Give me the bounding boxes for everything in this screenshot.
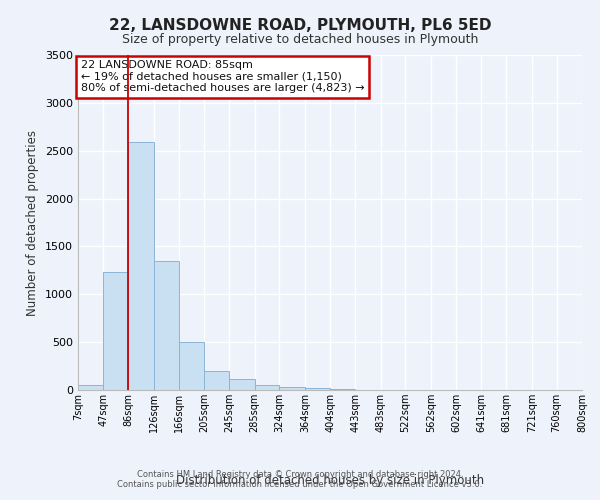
Y-axis label: Number of detached properties: Number of detached properties (26, 130, 40, 316)
Bar (78, 385, 103, 390)
Text: 22 LANSDOWNE ROAD: 85sqm
← 19% of detached houses are smaller (1,150)
80% of sem: 22 LANSDOWNE ROAD: 85sqm ← 19% of detach… (80, 60, 364, 93)
Text: 22, LANSDOWNE ROAD, PLYMOUTH, PL6 5ED: 22, LANSDOWNE ROAD, PLYMOUTH, PL6 5ED (109, 18, 491, 32)
Bar (331, 389, 355, 390)
Bar (103, 272, 128, 390)
Bar (204, 371, 229, 390)
Bar (154, 261, 179, 390)
X-axis label: Distribution of detached houses by size in Plymouth: Distribution of detached houses by size … (176, 474, 484, 487)
Text: Contains HM Land Registry data © Crown copyright and database right 2024.
Contai: Contains HM Land Registry data © Crown c… (118, 470, 482, 489)
Text: Size of property relative to detached houses in Plymouth: Size of property relative to detached ho… (122, 32, 478, 46)
Bar (254, 385, 280, 390)
Bar (179, 342, 204, 390)
Bar (128, 142, 154, 390)
Bar (229, 380, 254, 390)
Bar (305, 388, 331, 390)
Bar (280, 387, 305, 390)
